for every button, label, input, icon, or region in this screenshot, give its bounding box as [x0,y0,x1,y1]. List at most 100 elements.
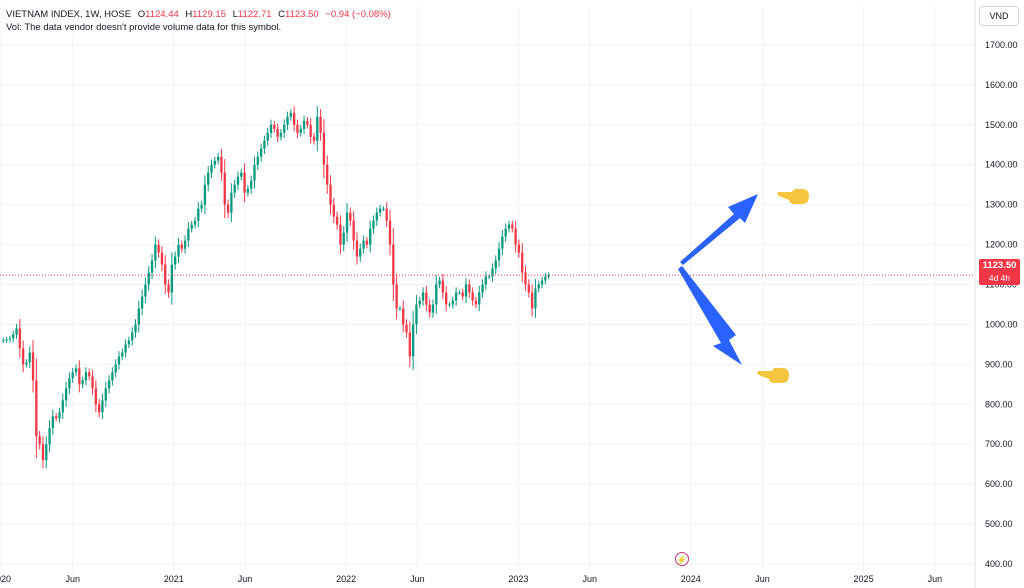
candle [104,381,107,407]
candle [48,420,51,453]
candle [283,119,286,138]
candle [259,143,263,162]
candle [425,285,428,312]
candle [8,335,12,343]
candle [266,127,269,146]
candle [97,399,101,418]
candle [147,265,150,292]
candle [35,358,38,459]
candle-body [359,248,362,257]
candle [137,300,140,333]
candle-body [111,372,114,381]
candle [15,323,18,339]
currency-button[interactable]: VND [979,6,1019,26]
candle [117,351,121,370]
arrow-down-icon [678,266,742,365]
candle [250,175,253,194]
candle [501,230,504,256]
candle-body [524,272,527,285]
candle [362,235,365,254]
candle-body [236,176,240,185]
candle [385,202,388,228]
candle [306,117,309,129]
candle [273,121,276,133]
y-tick-label: 400.00 [985,559,1013,569]
x-tick-label: Jun [410,574,425,584]
candle-body [266,132,269,141]
candle-body [431,304,435,313]
candle-body [312,136,316,141]
y-tick-label: 1000.00 [985,319,1018,329]
candle-body [137,308,140,325]
candle-body [316,116,319,141]
candle [289,109,293,121]
pointing-hand-icon [777,188,809,204]
candle-body [253,164,256,181]
y-tick-label: 500.00 [985,519,1013,529]
candle-body [170,264,174,293]
candle [428,299,431,318]
candle [369,220,372,253]
candle [544,272,547,285]
symbol-legend[interactable]: VIETNAM INDEX, 1W, HOSE O1124.44 H1129.1… [6,9,391,20]
y-tick-label: 1500.00 [985,120,1018,130]
candle [299,125,302,137]
candle-body [302,120,306,129]
candle-body [140,296,144,309]
candle [372,215,375,234]
candle-body [355,240,359,257]
candle-body [494,260,497,269]
candle [309,118,312,144]
candle [514,220,517,253]
open-value: 1124.44 [145,9,179,20]
candle [124,339,127,358]
candle-body [144,284,147,297]
candle-body [160,252,164,265]
candle [197,202,200,228]
candle [164,255,167,294]
candle-body [365,240,369,245]
candle-body [534,288,537,309]
candle [253,156,256,189]
candle [431,299,435,318]
candle-body [38,436,41,445]
candle-body [28,352,31,363]
candle [421,287,425,306]
candle-body [269,124,273,133]
candle [74,364,78,377]
candle-body [154,244,157,261]
candle [226,199,230,218]
candle [68,372,71,395]
candle-body [408,332,411,357]
candle [322,119,326,179]
candle [170,252,174,305]
candle-body [207,172,210,185]
candle-body [454,292,458,301]
candle [504,223,507,242]
candle-body [484,276,488,285]
candle [408,321,411,368]
candle-body [127,340,131,345]
candle [458,290,461,295]
candle-body [362,240,365,249]
candle [478,285,481,312]
candle-body [220,156,223,173]
x-tick-label: Jun [238,574,253,584]
high-label: H [185,9,193,20]
candle-body [263,140,266,149]
candle-body [378,208,382,213]
x-tick-label: Jun [755,574,770,584]
candle-body [5,339,8,341]
candle-body [544,276,547,281]
candle [240,168,243,181]
candle [451,296,454,309]
candle-body [210,164,213,173]
candle [18,319,21,358]
candle-body [180,244,183,249]
lightning-icon[interactable]: ⚡ [675,552,689,566]
candle [81,376,84,389]
candle-body [48,428,51,445]
candle [256,151,259,170]
